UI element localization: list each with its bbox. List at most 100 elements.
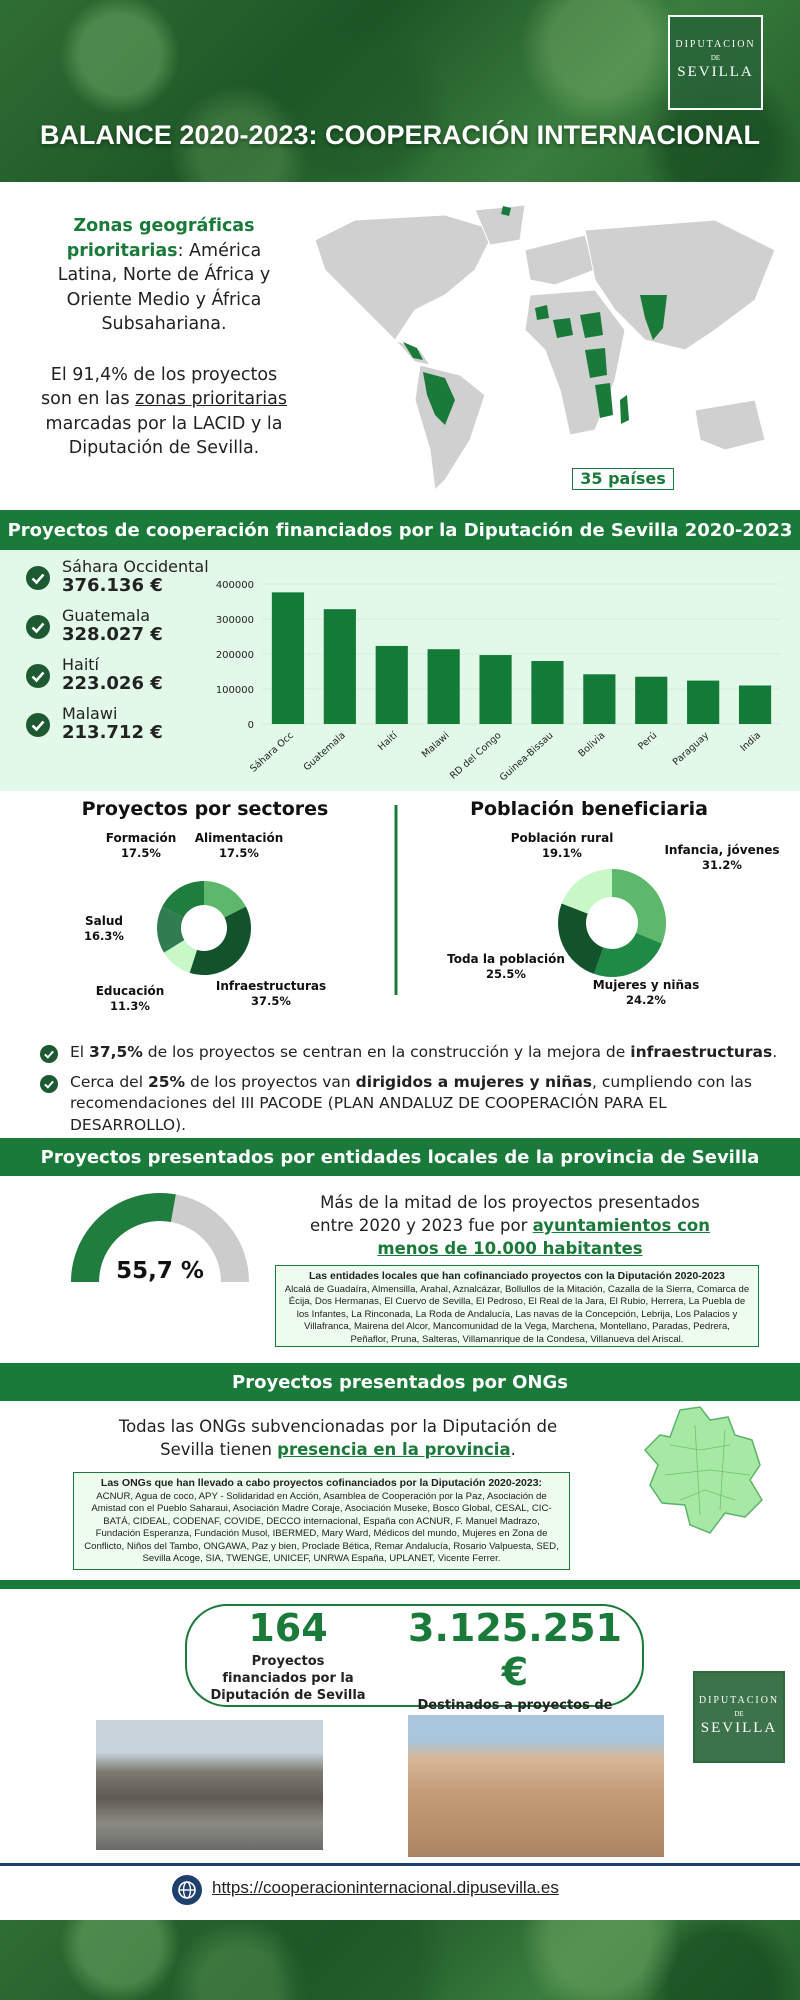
- highlight-name: Haití: [62, 654, 99, 674]
- check-circle: [40, 1045, 58, 1063]
- check-circle: [26, 614, 50, 639]
- x-tick-label: Guinea-Bissau: [498, 730, 556, 783]
- check-mark: [31, 622, 45, 633]
- slice-value: 17.5%: [121, 846, 161, 860]
- check-icon: [40, 1074, 58, 1093]
- x-tick-label: Malawi: [420, 730, 452, 760]
- bullet: Cerca del 25% de los proyectos van dirig…: [40, 1072, 785, 1137]
- stats-box: [185, 1604, 644, 1707]
- share-text: marcadas por la LACID y la Diputación de…: [45, 413, 283, 459]
- bar: [323, 609, 356, 724]
- gauge-chart: 55,7 %: [71, 1192, 249, 1284]
- website-link[interactable]: https://cooperacioninternacional.dipusev…: [212, 1878, 559, 1897]
- donut-slice: [189, 906, 251, 975]
- section-banner: Proyectos presentados por ONGs: [0, 1363, 800, 1401]
- highlight-item: Sáhara Occidental 376.136 €: [26, 553, 226, 602]
- stat: 3.125.251 € Destinados a proyectos de Co…: [395, 1606, 635, 1732]
- stat-value: 164: [248, 1606, 328, 1650]
- logo-text: SEVILLA: [700, 1720, 778, 1736]
- donut-slice: [157, 906, 185, 953]
- ngo-text: Todas las ONGs subvencionadas por la Dip…: [110, 1415, 566, 1461]
- slice-label: Población rural: [511, 831, 614, 845]
- donut-slice: [561, 869, 612, 914]
- box-title: Las entidades locales que han cofinancia…: [308, 1270, 726, 1282]
- highlight-name: Malawi: [62, 703, 118, 723]
- check-icon: [26, 712, 50, 737]
- share-link: zonas prioritarias: [135, 389, 287, 409]
- highlight-text: Guatemala 328.027 €: [62, 606, 163, 646]
- bullet-text: Cerca del 25% de los proyectos van dirig…: [70, 1072, 785, 1137]
- slice-value: 17.5%: [219, 846, 259, 860]
- bullet-emphasis: 37,5%: [89, 1043, 143, 1061]
- slice-value: 16.3%: [84, 929, 124, 943]
- highlight-text: Sáhara Occidental 376.136 €: [62, 557, 209, 597]
- globe-icon: [172, 1875, 202, 1905]
- x-tick-label: Sáhara Occ: [248, 730, 296, 775]
- slice-label: Formación: [106, 831, 177, 845]
- highlight-amount: 328.027 €: [62, 624, 163, 646]
- check-icon: [26, 663, 50, 688]
- donut-slice: [204, 881, 246, 918]
- bar: [583, 674, 616, 724]
- x-tick-label: Bolivia: [576, 730, 607, 759]
- chart-title: Proyectos por sectores: [82, 798, 329, 820]
- x-tick-label: India: [738, 730, 763, 754]
- bar-chart: 0 100000 200000 300000 400000 Sáhara Occ Guate…: [216, 580, 781, 784]
- check-mark: [44, 1050, 54, 1059]
- local-text: Más de la mitad de los proyectos present…: [310, 1193, 700, 1236]
- y-tick-label: 100000: [216, 685, 254, 696]
- bar: [635, 676, 668, 724]
- highlight-amount: 223.026 €: [62, 673, 163, 695]
- ngo-link: presencia en la provincia: [277, 1440, 511, 1460]
- zones-text: Zonas geográficas prioritarias: América …: [38, 214, 290, 461]
- gauge-value: [71, 1192, 176, 1282]
- slice-label: Mujeres y niñas: [593, 978, 700, 992]
- box-text: Alcalá de Guadaíra, Almensilla, Arahal, …: [284, 1284, 750, 1345]
- header-background: [0, 0, 800, 182]
- zones-text: : América Latina, Norte de África y Orie…: [57, 240, 271, 335]
- slice-label: Toda la población: [447, 952, 565, 966]
- slice-label: Alimentación: [195, 831, 284, 845]
- photo: [408, 1715, 664, 1857]
- bar: [531, 661, 564, 724]
- x-tick-label: Perú: [636, 730, 659, 752]
- y-tick-label: 0: [248, 720, 254, 731]
- logo-text: DE: [734, 1710, 744, 1718]
- logo: DIPUTACION DE SEVILLA: [693, 1671, 785, 1763]
- check-circle: [26, 712, 50, 737]
- highlight-amount: 213.712 €: [62, 722, 163, 744]
- world-map: [314, 204, 776, 492]
- highlight-list: Sáhara Occidental 376.136 € Guatemala 328.0…: [26, 553, 226, 749]
- bullet-text: .: [772, 1043, 778, 1061]
- check-circle: [26, 565, 50, 590]
- highlight-text: Malawi 213.712 €: [62, 703, 163, 744]
- donut-slice: [594, 932, 662, 977]
- highlight-amount: 376.136 €: [62, 575, 163, 597]
- bullet-text: Cerca del: [70, 1072, 148, 1091]
- slice-value: 25.5%: [486, 967, 526, 981]
- check-icon: [26, 614, 50, 639]
- slice-value: 11.3%: [110, 999, 150, 1013]
- slice-label: Educación: [96, 984, 165, 998]
- bullet-emphasis: dirigidos a mujeres y niñas: [355, 1072, 593, 1091]
- ngo-text: .: [510, 1440, 516, 1460]
- check-mark: [31, 573, 45, 584]
- logo-text: SEVILLA: [677, 64, 754, 80]
- check-icon: [26, 565, 50, 590]
- share-text: El 91,4% de los proyectos son en las: [41, 364, 278, 410]
- donut-slice: [162, 881, 204, 918]
- bar: [738, 685, 772, 724]
- bullet-text: El 37,5% de los proyectos se centran en …: [70, 1042, 777, 1064]
- slice-value: 31.2%: [702, 858, 742, 872]
- highlight-item: Haití 223.026 €: [26, 651, 226, 700]
- highlight-item: Guatemala 328.027 €: [26, 602, 226, 651]
- bullet-emphasis: infraestructuras: [630, 1043, 773, 1061]
- section-banner: Proyectos presentados por entidades loca…: [0, 1138, 800, 1176]
- bullet-text: , cumpliendo con las recomendaciones del…: [70, 1072, 753, 1135]
- footer-background: [0, 1920, 800, 2000]
- zones-heading: Zonas geográficas prioritarias: [66, 216, 255, 261]
- donut-slice: [612, 869, 666, 944]
- bar: [375, 645, 408, 724]
- box-title: Las ONGs que han llevado a cabo proyecto…: [100, 1477, 543, 1489]
